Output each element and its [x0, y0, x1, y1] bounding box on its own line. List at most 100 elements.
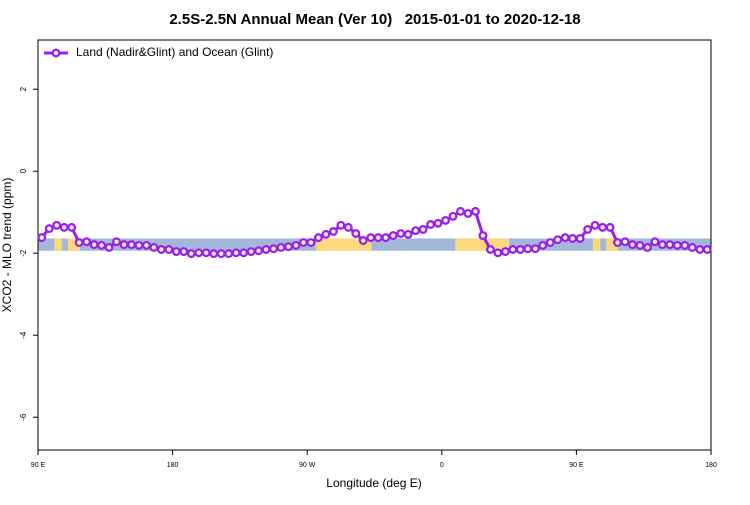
point — [171, 247, 181, 257]
point — [657, 240, 667, 250]
land-band — [592, 238, 601, 251]
point — [261, 245, 271, 254]
y-tick-label: -4 — [19, 331, 28, 339]
point — [156, 245, 166, 254]
point — [418, 224, 428, 234]
point — [231, 248, 241, 258]
point — [254, 246, 264, 256]
point — [239, 248, 249, 258]
x-tick-label: 180 — [705, 462, 717, 469]
point — [358, 236, 368, 245]
point — [284, 242, 293, 252]
point — [695, 245, 705, 254]
legend-marker — [51, 48, 61, 58]
land-band — [606, 238, 619, 251]
point — [448, 211, 458, 221]
point — [598, 222, 608, 232]
point — [523, 244, 533, 254]
point — [613, 238, 622, 247]
point — [82, 237, 92, 247]
point — [306, 238, 316, 247]
point — [336, 220, 346, 230]
point — [478, 231, 488, 241]
point — [471, 206, 480, 216]
point — [575, 233, 585, 243]
point — [119, 240, 129, 250]
point — [67, 222, 77, 232]
x-tick-label: 90 E — [569, 462, 584, 469]
legend-label: Land (Nadir&Glint) and Ocean (Glint) — [76, 45, 273, 59]
point — [650, 237, 660, 247]
point — [411, 226, 421, 236]
x-tick-label: 0 — [440, 462, 444, 469]
point — [373, 233, 383, 243]
point — [433, 218, 443, 228]
point — [134, 240, 144, 250]
y-tick-label: 0 — [19, 168, 28, 173]
point — [381, 233, 391, 243]
point — [515, 245, 525, 254]
point — [590, 220, 600, 230]
point — [538, 240, 548, 250]
point — [672, 240, 682, 250]
plot-frame — [37, 39, 712, 451]
point — [313, 233, 323, 243]
y-axis-label: XCO2 - MLO trend (ppm) — [0, 178, 14, 313]
point — [321, 229, 331, 239]
point — [351, 229, 361, 238]
point — [426, 220, 436, 229]
point — [702, 245, 712, 254]
point — [291, 240, 301, 250]
point — [164, 245, 174, 254]
land-band — [455, 238, 510, 251]
y-tick-label: 2 — [19, 86, 28, 91]
land-band — [316, 238, 372, 251]
point — [396, 229, 406, 238]
land-band — [54, 238, 62, 251]
point — [44, 224, 54, 234]
point — [665, 240, 675, 250]
point — [568, 233, 578, 243]
x-tick-label: 180 — [167, 462, 179, 469]
point — [89, 240, 99, 250]
point — [201, 248, 211, 258]
point — [141, 240, 151, 250]
point — [194, 248, 204, 258]
point — [74, 238, 84, 247]
point — [553, 235, 563, 245]
point — [560, 233, 570, 243]
point — [224, 249, 234, 259]
point — [463, 208, 473, 218]
point — [620, 237, 630, 247]
point — [680, 240, 690, 250]
point — [500, 247, 510, 257]
point — [343, 222, 353, 232]
point — [104, 243, 114, 252]
point — [366, 233, 376, 243]
point — [52, 220, 62, 230]
point — [127, 240, 136, 250]
x-tick-label: 90 W — [299, 462, 316, 469]
point — [246, 247, 256, 257]
point — [299, 238, 308, 247]
point — [441, 215, 450, 225]
point — [216, 249, 226, 259]
point — [485, 245, 495, 254]
point — [209, 249, 219, 259]
point — [112, 237, 121, 247]
x-tick-label: 90 E — [31, 462, 46, 469]
point — [276, 243, 286, 252]
point — [493, 248, 503, 258]
chart-title: 2.5S-2.5N Annual Mean (Ver 10) 2015-01-0… — [169, 11, 580, 28]
point — [403, 229, 413, 239]
point — [456, 206, 465, 216]
land-band — [67, 238, 80, 251]
point — [583, 224, 593, 234]
point — [642, 243, 652, 252]
y-tick-label: -2 — [19, 249, 28, 257]
point — [149, 243, 159, 252]
point — [388, 231, 398, 241]
point — [186, 249, 196, 259]
point — [545, 238, 555, 247]
